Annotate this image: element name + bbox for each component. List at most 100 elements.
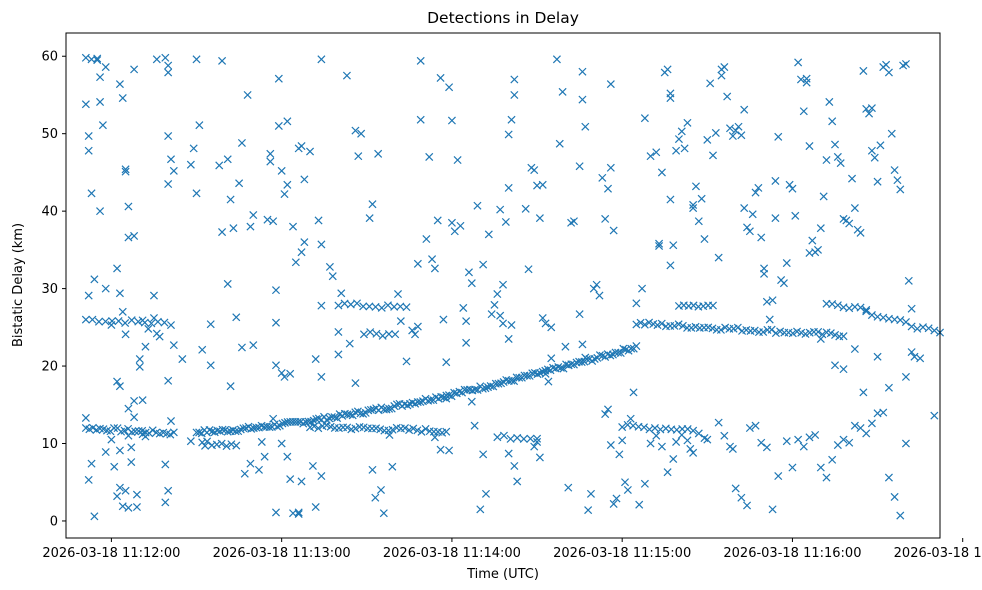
detection-point [223,155,232,164]
detection-point [907,322,916,331]
detection-point [774,472,783,481]
detection-point [263,215,272,224]
detection-point [203,437,212,446]
detection-point [606,351,615,360]
detection-point [683,425,692,434]
detection-point [121,167,130,176]
detection-point [507,115,516,124]
detection-point [215,161,224,170]
detection-point [84,291,93,300]
detection-point [645,318,654,327]
detection-point [98,121,107,130]
detection-point [627,344,636,353]
detection-point [589,284,598,293]
detection-point [924,324,933,333]
detection-point [867,419,876,428]
detection-point [192,55,201,64]
detection-point [510,90,519,99]
detection-point [652,148,661,157]
detection-point [127,458,136,467]
detection-point [805,142,814,151]
detection-point [147,319,156,328]
detection-point [166,430,175,439]
detection-point [189,144,198,153]
detection-point [265,423,274,432]
detection-point [377,303,386,312]
detection-point [286,369,295,378]
detection-point [374,149,383,158]
detection-point [760,269,769,278]
detection-point [788,463,797,472]
detection-point [390,302,399,311]
detection-point [227,440,236,449]
detection-point [743,223,752,232]
detection-point [388,425,397,434]
detection-point [862,429,871,438]
detection-point [81,315,90,324]
detection-point [490,300,499,309]
detection-point [314,216,323,225]
detection-point [794,58,803,67]
detection-point [896,316,905,325]
detection-point [601,214,610,223]
detection-point [882,60,891,69]
detection-point [310,422,319,431]
detection-point [166,321,176,330]
detection-point [845,438,854,447]
x-axis: 2026-03-18 11:12:00 2026-03-18 11:13:00 20… [42,538,982,561]
detection-point [218,228,227,237]
detection-point [345,339,354,348]
detection-point [249,210,258,220]
detection-point [383,301,392,310]
detection-point [218,56,227,65]
detection-point [652,431,661,440]
detection-point [805,433,814,442]
detection-point [515,373,524,382]
detection-point [81,53,90,62]
detection-point [632,299,641,308]
detection-point [306,147,315,156]
detection-point [694,429,703,438]
detection-point [346,300,355,309]
detection-point [640,320,649,329]
detection-point [680,144,689,153]
detection-point [87,189,96,198]
detection-point [901,439,910,448]
detection-point [904,276,913,285]
detection-point [547,354,556,363]
detection-point [759,327,768,337]
detection-point [623,485,632,495]
detection-point [121,318,130,328]
detection-point [720,63,729,72]
detection-point [277,368,286,378]
detection-point [865,109,874,118]
detection-point [169,428,178,437]
detection-point [269,414,278,423]
detection-point [291,258,300,267]
detection-point [669,241,678,250]
detection-point [249,341,258,350]
detection-point [240,469,249,478]
detection-point [160,318,169,327]
detection-point [271,318,281,327]
detection-point [750,326,759,335]
detection-point [223,427,232,436]
detection-point [893,176,902,185]
detection-point [195,121,204,130]
detection-point [278,419,287,428]
detection-point [876,141,885,150]
x-tick-label: 2026-03-18 11:12:00 [42,546,180,561]
detection-point [907,304,916,313]
detection-point [606,80,615,89]
detection-point [635,500,644,509]
detection-point [473,201,482,210]
detection-point [455,387,464,396]
detection-point [96,207,105,216]
detection-point [422,235,431,244]
detection-point [751,421,760,430]
detection-point [135,362,144,371]
detection-point [901,59,910,69]
detection-point [618,423,627,432]
detection-point [101,63,110,72]
detection-point [859,388,868,397]
